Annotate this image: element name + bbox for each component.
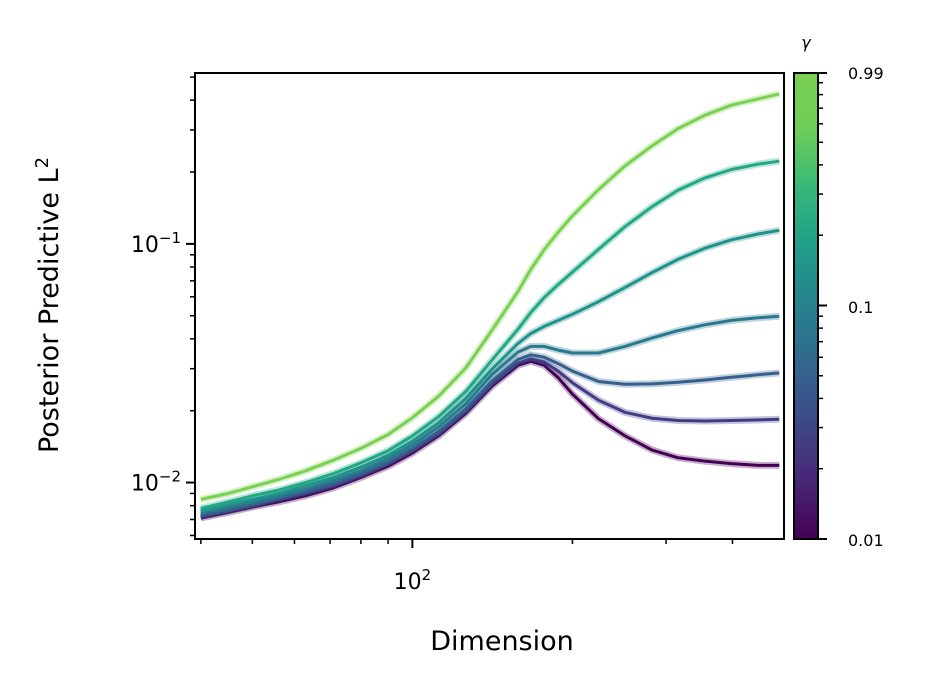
series-line-4 xyxy=(200,228,780,513)
plot-frame xyxy=(194,72,785,540)
series-line-5 xyxy=(200,159,780,510)
colorbar-tick-label-bottom: 0.01 xyxy=(848,531,884,550)
colorbar-tick-label-mid: 0.1 xyxy=(848,298,873,317)
y-axis-major-ticks: 10−1 10−2 xyxy=(131,229,195,497)
x-axis-major-ticks: 102 xyxy=(394,539,432,595)
colorbar-label: γ xyxy=(801,33,812,52)
colorbar-gradient xyxy=(793,72,819,540)
y-axis-title-sup: 2 xyxy=(32,157,53,168)
y-axis-title-main: Posterior Predictive L xyxy=(34,168,65,453)
series-line-6 xyxy=(200,92,780,501)
series-line-1 xyxy=(200,357,780,519)
series-band-3 xyxy=(200,312,780,516)
x-axis-title: Dimension xyxy=(430,626,574,657)
series-line-2 xyxy=(200,353,780,517)
series-line-3 xyxy=(200,314,780,514)
y-tick-label: 10−1 xyxy=(131,229,181,258)
y-tick-label: 10−2 xyxy=(131,468,181,497)
colorbar-tick-label-top: 0.99 xyxy=(848,64,884,83)
colorbar-ticks xyxy=(818,72,827,540)
series-line-0 xyxy=(200,359,780,520)
y-axis-title: Posterior Predictive L2 xyxy=(32,157,66,453)
series-band-6 xyxy=(200,90,781,503)
x-tick-label: 102 xyxy=(394,566,432,595)
colorbar: γ 0.99 0.1 0.01 xyxy=(793,33,884,550)
series-layer xyxy=(199,90,781,522)
